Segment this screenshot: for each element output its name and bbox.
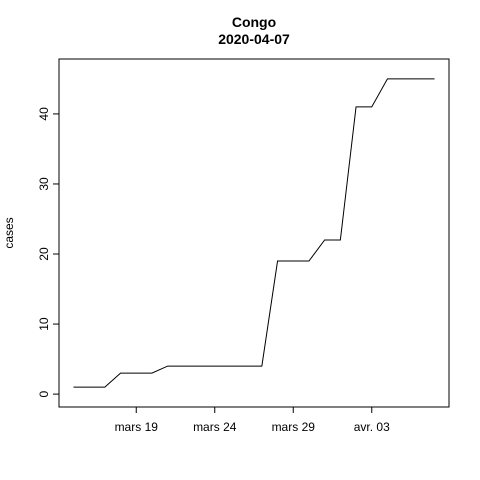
chart-title: Congo [232,14,276,30]
x-tick-label: mars 19 [115,420,159,434]
x-tick-label: mars 29 [272,420,316,434]
y-axis-label: cases [2,217,16,248]
y-tick-label: 0 [37,390,51,397]
series-line [73,78,435,388]
series-layer [73,78,435,388]
x-axis: mars 19 mars 24 mars 29 avr. 03 [115,406,390,434]
y-tick-label: 30 [37,177,51,191]
y-tick-label: 10 [37,317,51,331]
x-tick-label: mars 24 [193,420,237,434]
chart-subtitle: 2020-04-07 [218,31,290,47]
x-tick-label: avr. 03 [354,420,390,434]
y-tick-label: 40 [37,107,51,121]
plot-box [58,58,450,408]
y-axis: 0 10 20 30 40 [37,107,60,397]
y-tick-label: 20 [37,247,51,261]
